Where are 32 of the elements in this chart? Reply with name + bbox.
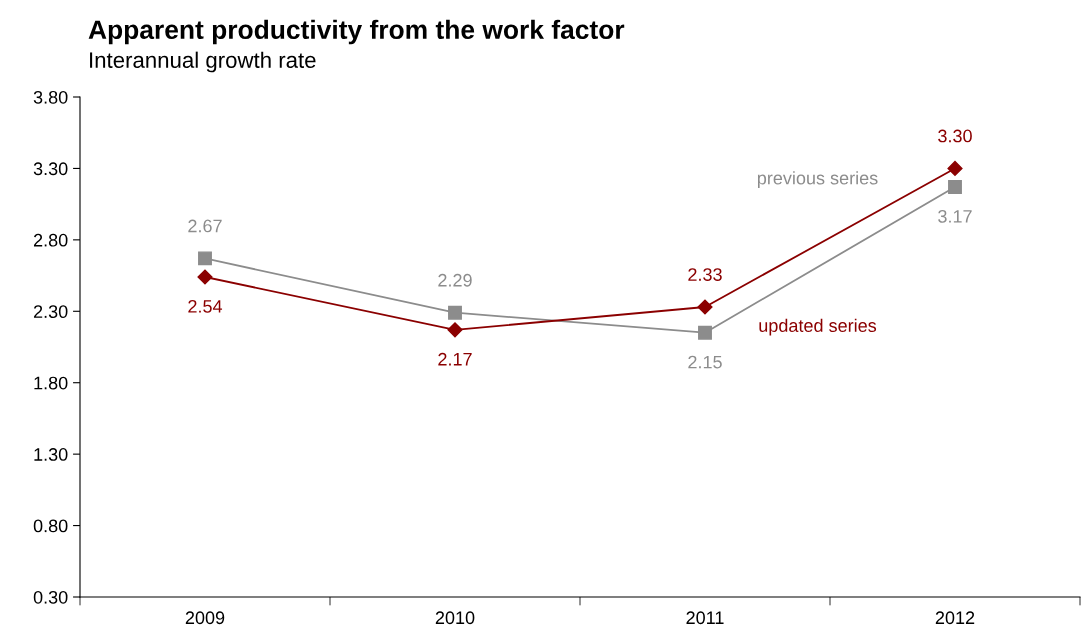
data-label: 2.15 — [688, 355, 722, 369]
chart-title: Apparent productivity from the work factor — [88, 19, 625, 45]
x-tick-label: 2009 — [185, 611, 225, 625]
y-tick-label: 2.80 — [33, 233, 68, 247]
data-label: 2.54 — [188, 299, 223, 313]
point — [697, 299, 713, 315]
y-tick-label: 3.30 — [33, 162, 68, 176]
y-tick-label: 0.30 — [33, 590, 68, 604]
data-label: 2.17 — [438, 352, 472, 366]
y-tick-label: 2.30 — [33, 305, 68, 319]
data-label: 3.17 — [938, 209, 972, 223]
point — [698, 325, 712, 340]
point — [448, 305, 462, 320]
point — [447, 322, 463, 338]
chart-subtitle: Interannual growth rate — [90, 51, 316, 73]
y-tick-label: 3.80 — [33, 90, 68, 104]
point — [197, 269, 213, 285]
data-label: 2.29 — [438, 273, 472, 287]
y-tick-label: 1.80 — [34, 376, 68, 390]
point — [948, 180, 962, 194]
x-tick-label: 2011 — [686, 611, 724, 625]
y-tick-label: 1.30 — [34, 448, 68, 461]
point — [947, 160, 963, 176]
y-tick-label: 0.80 — [33, 519, 68, 533]
point — [198, 251, 212, 266]
text: previous series — [757, 171, 878, 189]
x-tick-label: 2012 — [935, 611, 975, 625]
data-label: 3.30 — [938, 129, 972, 143]
data-label: 2.67 — [188, 219, 222, 233]
data-label: 2.33 — [688, 268, 722, 281]
x-tick-label: 2010 — [435, 611, 475, 625]
text: updated series — [759, 318, 877, 336]
